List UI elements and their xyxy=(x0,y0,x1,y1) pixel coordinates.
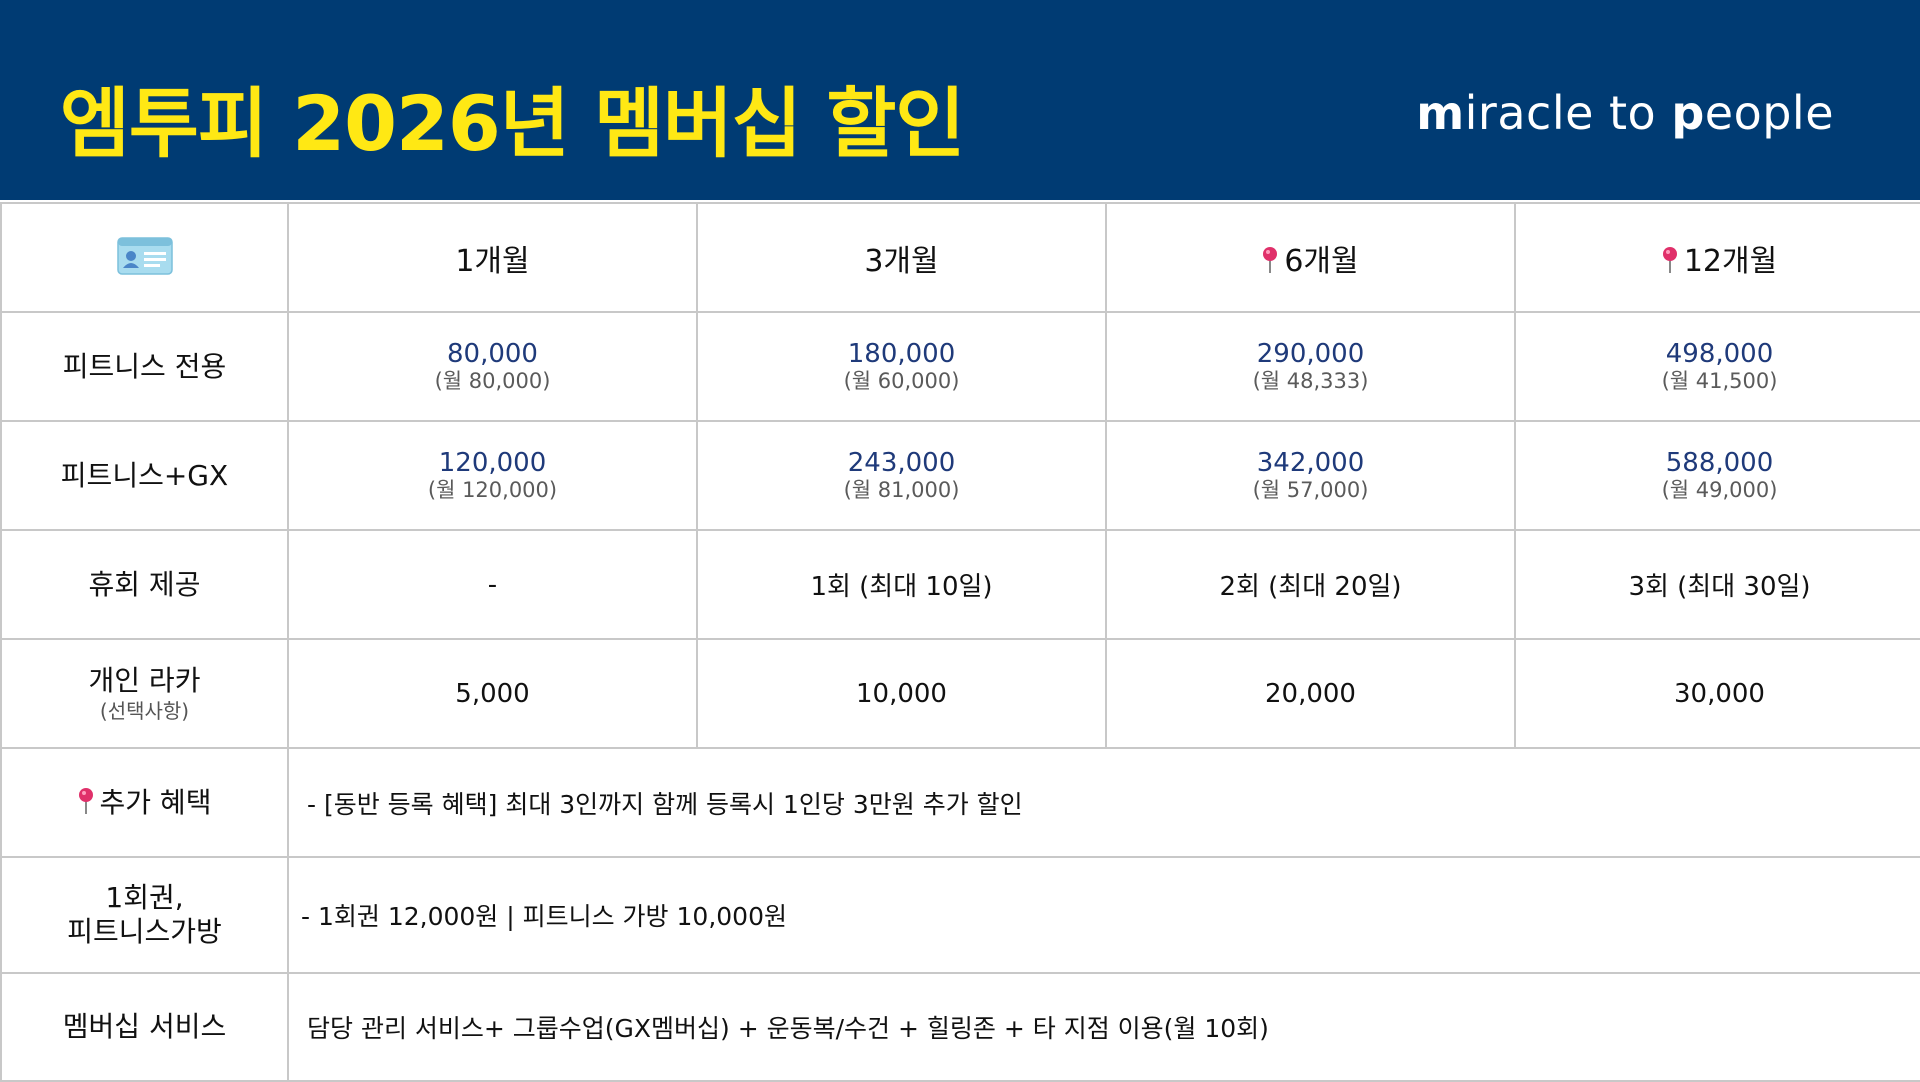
column-header-label: 1개월 xyxy=(455,243,530,279)
price-cell: 588,000 (월 49,000) xyxy=(1514,420,1920,531)
row-label-fitness-only: 피트니스 전용 xyxy=(0,311,289,422)
service-text: 담당 관리 서비스+ 그룹수업(GX멤버십) + 운동복/수건 + 힐링존 + … xyxy=(287,972,1920,1082)
table-row-locker: 개인 라카 (선택사항) 5,000 10,000 20,000 30,000 xyxy=(0,638,1920,749)
table-row-fitness-only: 피트니스 전용 80,000 (월 80,000) 180,000 (월 60,00… xyxy=(0,311,1920,422)
price-value: 342,000 xyxy=(1256,447,1365,478)
table-row-service: 멤버십 서비스 담당 관리 서비스+ 그룹수업(GX멤버십) + 운동복/수건 … xyxy=(0,972,1920,1082)
pause-cell: - xyxy=(287,529,698,640)
table-row-pause: 휴회 제공 - 1회 (최대 10일) 2회 (최대 20일) 3회 (최대 3… xyxy=(0,529,1920,640)
header-banner: 엠투피 2026년 멤버십 할인 miracle to people xyxy=(0,0,1920,200)
table-header-row: 1개월 3개월 6개월 12개월 xyxy=(0,202,1920,313)
row-label-fitness-gx: 피트니스+GX xyxy=(0,420,289,531)
row-label-pause: 휴회 제공 xyxy=(0,529,289,640)
pushpin-icon xyxy=(1662,246,1677,273)
page-title: 엠투피 2026년 멤버십 할인 xyxy=(60,79,965,168)
price-value: 120,000 xyxy=(438,447,547,478)
monthly-price: (월 49,000) xyxy=(1661,477,1778,502)
single-label-line1: 1회권, xyxy=(105,881,184,914)
price-cell: 120,000 (월 120,000) xyxy=(287,420,698,531)
id-card-icon xyxy=(116,236,173,275)
monthly-price: (월 120,000) xyxy=(427,477,558,502)
price-cell: 342,000 (월 57,000) xyxy=(1105,420,1516,531)
extra-label: 추가 혜택 xyxy=(99,785,212,819)
corner-cell xyxy=(0,202,289,313)
locker-cell: 20,000 xyxy=(1105,638,1516,749)
single-pass-text: - 1회권 12,000원 | 피트니스 가방 10,000원 xyxy=(287,856,1920,974)
column-header-1month: 1개월 xyxy=(287,202,698,313)
price-cell: 243,000 (월 81,000) xyxy=(696,420,1107,531)
table-row-extra: 추가 혜택 - [동반 등록 혜택] 최대 3인까지 함께 등록시 1인당 3만… xyxy=(0,747,1920,858)
column-header-label: 3개월 xyxy=(864,243,939,279)
price-value: 80,000 xyxy=(447,338,538,369)
column-header-label: 12개월 xyxy=(1683,243,1778,279)
locker-cell: 5,000 xyxy=(287,638,698,749)
price-cell: 180,000 (월 60,000) xyxy=(696,311,1107,422)
locker-cell: 30,000 xyxy=(1514,638,1920,749)
price-value: 243,000 xyxy=(847,447,956,478)
pushpin-icon xyxy=(1263,246,1278,273)
monthly-price: (월 57,000) xyxy=(1252,477,1369,502)
price-value: 180,000 xyxy=(847,338,956,369)
pushpin-icon xyxy=(78,787,93,814)
single-label-line2: 피트니스가방 xyxy=(67,915,222,948)
extra-benefit-text: - [동반 등록 혜택] 최대 3인까지 함께 등록시 1인당 3만원 추가 할… xyxy=(287,747,1920,858)
locker-label: 개인 라카 xyxy=(88,663,201,697)
brand-part: iracle to xyxy=(1464,86,1672,140)
pause-cell: 2회 (최대 20일) xyxy=(1105,529,1516,640)
monthly-price: (월 48,333) xyxy=(1252,368,1369,393)
price-cell: 498,000 (월 41,500) xyxy=(1514,311,1920,422)
monthly-price: (월 80,000) xyxy=(434,368,551,393)
column-header-12month: 12개월 xyxy=(1514,202,1920,313)
brand-slogan: miracle to people xyxy=(1416,86,1834,140)
brand-letter-p: p xyxy=(1671,86,1705,140)
locker-cell: 10,000 xyxy=(696,638,1107,749)
price-cell: 80,000 (월 80,000) xyxy=(287,311,698,422)
price-value: 498,000 xyxy=(1665,338,1774,369)
monthly-price: (월 81,000) xyxy=(843,477,960,502)
brand-part: eople xyxy=(1704,86,1834,140)
table-row-single: 1회권, 피트니스가방 - 1회권 12,000원 | 피트니스 가방 10,00… xyxy=(0,856,1920,974)
column-header-3month: 3개월 xyxy=(696,202,1107,313)
price-value: 290,000 xyxy=(1256,338,1365,369)
column-header-label: 6개월 xyxy=(1284,243,1359,279)
brand-letter-m: m xyxy=(1416,86,1465,140)
price-cell: 290,000 (월 48,333) xyxy=(1105,311,1516,422)
row-label-locker: 개인 라카 (선택사항) xyxy=(0,638,289,749)
pause-cell: 3회 (최대 30일) xyxy=(1514,529,1920,640)
pause-cell: 1회 (최대 10일) xyxy=(696,529,1107,640)
locker-sublabel: (선택사항) xyxy=(99,698,190,723)
price-value: 588,000 xyxy=(1665,447,1774,478)
row-label-service: 멤버십 서비스 xyxy=(0,972,289,1082)
membership-table: 1개월 3개월 6개월 12개월 피트니스 전용 80,000 (월 80,000… xyxy=(0,202,1920,1082)
row-label-extra: 추가 혜택 xyxy=(0,747,289,858)
table-row-fitness-gx: 피트니스+GX 120,000 (월 120,000) 243,000 (월 81,… xyxy=(0,420,1920,531)
row-label-single: 1회권, 피트니스가방 xyxy=(0,856,289,974)
monthly-price: (월 41,500) xyxy=(1661,368,1778,393)
column-header-6month: 6개월 xyxy=(1105,202,1516,313)
monthly-price: (월 60,000) xyxy=(843,368,960,393)
